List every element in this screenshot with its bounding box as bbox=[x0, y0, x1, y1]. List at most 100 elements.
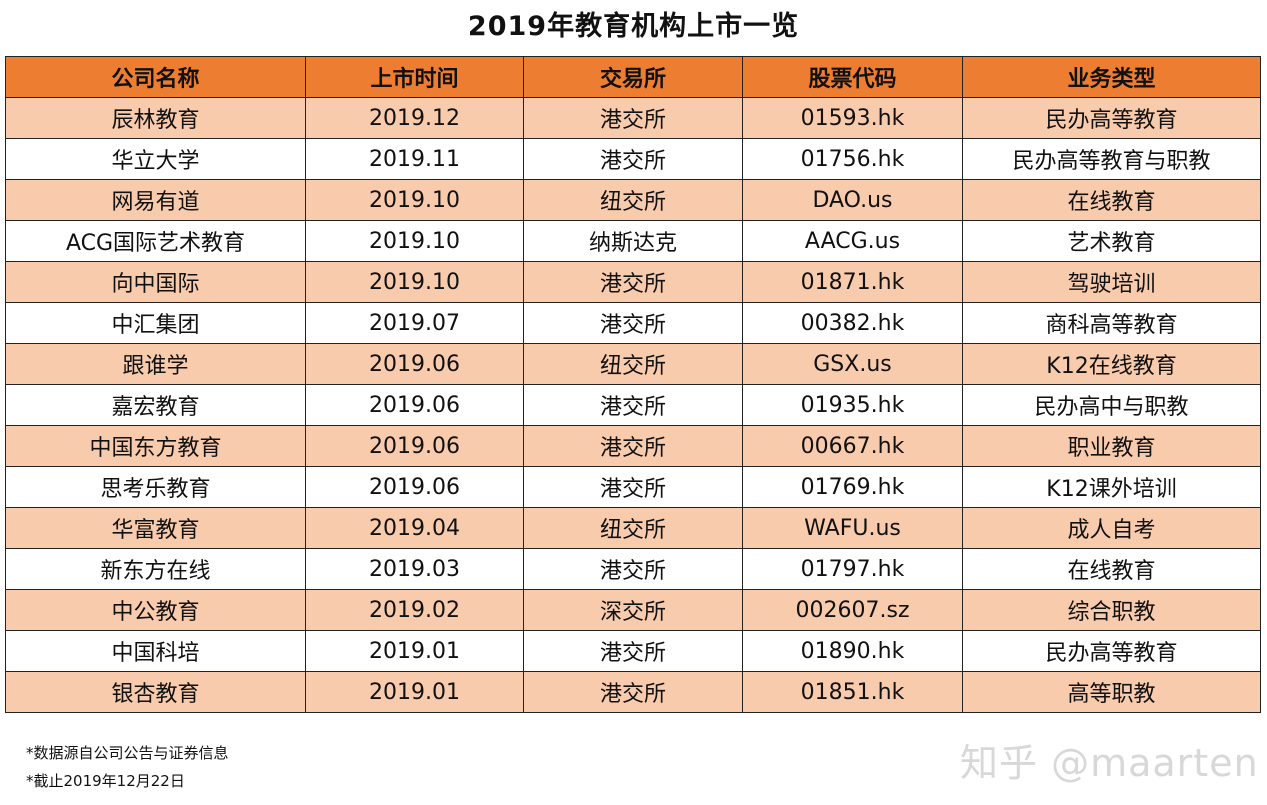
cell-business-type: 民办高等教育与职教 bbox=[962, 138, 1261, 180]
cell-stock-code: 00667.hk bbox=[742, 425, 963, 467]
cell-stock-code: 01797.hk bbox=[742, 548, 963, 590]
cell-listing-date: 2019.01 bbox=[305, 671, 524, 713]
cell-stock-code: 01769.hk bbox=[742, 466, 963, 508]
cell-stock-code: 01871.hk bbox=[742, 261, 963, 303]
cell-listing-date: 2019.02 bbox=[305, 589, 524, 631]
cell-business-type: 在线教育 bbox=[962, 179, 1261, 221]
source-note: *数据源自公司公告与证券信息 bbox=[26, 744, 229, 762]
cell-company-name: 向中国际 bbox=[5, 261, 306, 303]
cell-exchange: 纽交所 bbox=[523, 179, 743, 221]
cell-company-name: 新东方在线 bbox=[5, 548, 306, 590]
cell-exchange: 港交所 bbox=[523, 302, 743, 344]
cell-listing-date: 2019.12 bbox=[305, 97, 524, 139]
cell-company-name: 辰林教育 bbox=[5, 97, 306, 139]
cell-company-name: 华富教育 bbox=[5, 507, 306, 549]
cell-listing-date: 2019.10 bbox=[305, 261, 524, 303]
cell-company-name: 华立大学 bbox=[5, 138, 306, 180]
cell-company-name: 嘉宏教育 bbox=[5, 384, 306, 426]
column-header-listing-date: 上市时间 bbox=[305, 56, 524, 98]
cell-company-name: 银杏教育 bbox=[5, 671, 306, 713]
cell-exchange: 港交所 bbox=[523, 425, 743, 467]
table-row: 中国科培 2019.01 港交所 01890.hk 民办高等教育 bbox=[5, 630, 1261, 672]
cell-business-type: 职业教育 bbox=[962, 425, 1261, 467]
cell-listing-date: 2019.04 bbox=[305, 507, 524, 549]
cell-listing-date: 2019.06 bbox=[305, 384, 524, 426]
cell-exchange: 纽交所 bbox=[523, 343, 743, 385]
cell-listing-date: 2019.06 bbox=[305, 343, 524, 385]
cell-listing-date: 2019.01 bbox=[305, 630, 524, 672]
table-row: 向中国际 2019.10 港交所 01871.hk 驾驶培训 bbox=[5, 261, 1261, 303]
cell-business-type: 成人自考 bbox=[962, 507, 1261, 549]
cell-stock-code: GSX.us bbox=[742, 343, 963, 385]
cell-stock-code: 01756.hk bbox=[742, 138, 963, 180]
cell-business-type: 高等职教 bbox=[962, 671, 1261, 713]
cell-exchange: 港交所 bbox=[523, 138, 743, 180]
column-header-exchange: 交易所 bbox=[523, 56, 743, 98]
cell-business-type: 驾驶培训 bbox=[962, 261, 1261, 303]
table-row: 辰林教育 2019.12 港交所 01593.hk 民办高等教育 bbox=[5, 97, 1261, 139]
cell-stock-code: DAO.us bbox=[742, 179, 963, 221]
cell-business-type: 在线教育 bbox=[962, 548, 1261, 590]
cell-stock-code: 01851.hk bbox=[742, 671, 963, 713]
cell-listing-date: 2019.06 bbox=[305, 425, 524, 467]
column-header-stock-code: 股票代码 bbox=[742, 56, 963, 98]
table-row: 跟谁学 2019.06 纽交所 GSX.us K12在线教育 bbox=[5, 343, 1261, 385]
cell-business-type: 艺术教育 bbox=[962, 220, 1261, 262]
cell-stock-code: 01890.hk bbox=[742, 630, 963, 672]
cell-exchange: 港交所 bbox=[523, 261, 743, 303]
date-note: *截止2019年12月22日 bbox=[26, 772, 185, 790]
cell-business-type: 综合职教 bbox=[962, 589, 1261, 631]
cell-business-type: 民办高等教育 bbox=[962, 97, 1261, 139]
table-row: 华富教育 2019.04 纽交所 WAFU.us 成人自考 bbox=[5, 507, 1261, 549]
cell-listing-date: 2019.06 bbox=[305, 466, 524, 508]
cell-company-name: 思考乐教育 bbox=[5, 466, 306, 508]
table-row: 银杏教育 2019.01 港交所 01851.hk 高等职教 bbox=[5, 671, 1261, 713]
cell-business-type: 民办高等教育 bbox=[962, 630, 1261, 672]
cell-exchange: 港交所 bbox=[523, 671, 743, 713]
table-row: 华立大学 2019.11 港交所 01756.hk 民办高等教育与职教 bbox=[5, 138, 1261, 180]
table-row: 思考乐教育 2019.06 港交所 01769.hk K12课外培训 bbox=[5, 466, 1261, 508]
cell-business-type: 民办高中与职教 bbox=[962, 384, 1261, 426]
cell-company-name: ACG国际艺术教育 bbox=[5, 220, 306, 262]
cell-stock-code: 00382.hk bbox=[742, 302, 963, 344]
cell-exchange: 港交所 bbox=[523, 466, 743, 508]
cell-exchange: 港交所 bbox=[523, 548, 743, 590]
cell-listing-date: 2019.07 bbox=[305, 302, 524, 344]
table-row: 新东方在线 2019.03 港交所 01797.hk 在线教育 bbox=[5, 548, 1261, 590]
table-row: 网易有道 2019.10 纽交所 DAO.us 在线教育 bbox=[5, 179, 1261, 221]
cell-exchange: 纽交所 bbox=[523, 507, 743, 549]
cell-exchange: 港交所 bbox=[523, 97, 743, 139]
table-row: 中汇集团 2019.07 港交所 00382.hk 商科高等教育 bbox=[5, 302, 1261, 344]
column-header-business-type: 业务类型 bbox=[962, 56, 1261, 98]
cell-listing-date: 2019.10 bbox=[305, 220, 524, 262]
cell-stock-code: 002607.sz bbox=[742, 589, 963, 631]
cell-company-name: 网易有道 bbox=[5, 179, 306, 221]
cell-stock-code: 01593.hk bbox=[742, 97, 963, 139]
cell-exchange: 深交所 bbox=[523, 589, 743, 631]
cell-stock-code: 01935.hk bbox=[742, 384, 963, 426]
page-title: 2019年教育机构上市一览 bbox=[467, 11, 800, 42]
cell-company-name: 中国科培 bbox=[5, 630, 306, 672]
cell-stock-code: WAFU.us bbox=[742, 507, 963, 549]
cell-listing-date: 2019.03 bbox=[305, 548, 524, 590]
cell-company-name: 中国东方教育 bbox=[5, 425, 306, 467]
cell-business-type: 商科高等教育 bbox=[962, 302, 1261, 344]
cell-listing-date: 2019.10 bbox=[305, 179, 524, 221]
cell-company-name: 中公教育 bbox=[5, 589, 306, 631]
cell-business-type: K12课外培训 bbox=[962, 466, 1261, 508]
cell-exchange: 港交所 bbox=[523, 630, 743, 672]
table-header: 公司名称 上市时间 交易所 股票代码 业务类型 bbox=[5, 56, 1261, 98]
cell-stock-code: AACG.us bbox=[742, 220, 963, 262]
table-row: 中公教育 2019.02 深交所 002607.sz 综合职教 bbox=[5, 589, 1261, 631]
cell-company-name: 中汇集团 bbox=[5, 302, 306, 344]
column-header-company-name: 公司名称 bbox=[5, 56, 306, 98]
cell-listing-date: 2019.11 bbox=[305, 138, 524, 180]
table-row: ACG国际艺术教育 2019.10 纳斯达克 AACG.us 艺术教育 bbox=[5, 220, 1261, 262]
cell-business-type: K12在线教育 bbox=[962, 343, 1261, 385]
listings-table: 公司名称 上市时间 交易所 股票代码 业务类型 辰林教育 2019.12 港交所 01593.… bbox=[5, 56, 1261, 713]
cell-company-name: 跟谁学 bbox=[5, 343, 306, 385]
cell-exchange: 港交所 bbox=[523, 384, 743, 426]
table-row: 嘉宏教育 2019.06 港交所 01935.hk 民办高中与职教 bbox=[5, 384, 1261, 426]
cell-exchange: 纳斯达克 bbox=[523, 220, 743, 262]
watermark: 知乎 @maarten bbox=[960, 741, 1259, 785]
